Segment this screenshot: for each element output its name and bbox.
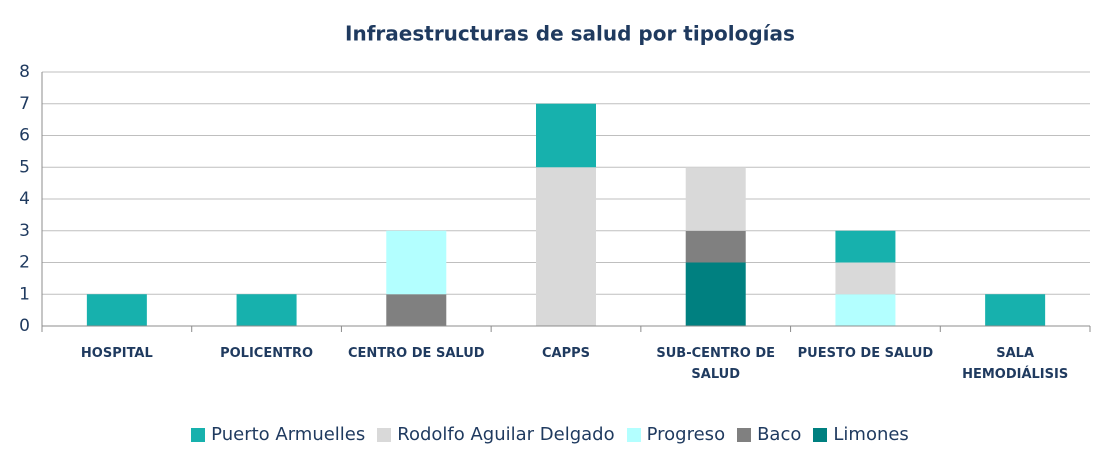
legend-swatch — [377, 427, 392, 442]
legend-item: Progreso — [626, 424, 726, 445]
legend-label: Limones — [833, 424, 909, 445]
bar-segment — [86, 294, 147, 326]
y-tick-label: 7 — [19, 94, 30, 114]
legend-label: Baco — [757, 424, 802, 445]
legend-item: Baco — [737, 424, 801, 445]
x-tick-label: CENTRO DE SALUD — [348, 346, 485, 361]
bar-segment — [386, 294, 447, 326]
legend-swatch — [813, 427, 828, 442]
legend-item: Limones — [813, 424, 909, 445]
y-tick-label: 6 — [19, 126, 30, 146]
x-tick-label: HOSPITAL — [80, 346, 153, 361]
y-tick-label: 3 — [19, 221, 30, 241]
bar-segment — [835, 262, 896, 295]
x-tick-label: SALA HEMODIÁLISIS — [962, 346, 1069, 382]
y-tick-label: 2 — [19, 253, 30, 273]
bar-segment — [386, 230, 447, 295]
x-tick-label: PUESTO DE SALUD — [797, 346, 934, 361]
y-tick-label: 0 — [19, 316, 30, 336]
y-tick-label: 4 — [19, 189, 30, 209]
legend-swatch — [191, 427, 206, 442]
bar-segment — [685, 262, 746, 326]
y-tick-label: 5 — [19, 157, 30, 177]
bar-segment — [685, 167, 746, 231]
y-tick-label: 1 — [19, 284, 30, 304]
bar-segment — [835, 294, 896, 326]
legend-label: Rodolfo Aguilar Delgado — [397, 424, 615, 445]
legend-swatch — [626, 427, 641, 442]
x-tick-label: POLICENTRO — [220, 346, 314, 361]
x-tick-label: CAPPS — [541, 346, 591, 361]
bar-segment — [835, 230, 896, 263]
bar-segment — [536, 167, 596, 326]
legend-label: Puerto Armuelles — [211, 424, 366, 445]
chart-title: Infraestructuras de salud por tipologías — [345, 22, 795, 46]
legend: Puerto Armuelles Rodolfo Aguilar Delgado P… — [0, 424, 1100, 445]
legend-item: Rodolfo Aguilar Delgado — [377, 424, 615, 445]
legend-swatch — [737, 427, 752, 442]
bar-segment — [985, 294, 1046, 326]
x-tick-label: SUB-CENTRO DE SALUD — [656, 346, 776, 382]
legend-item: Puerto Armuelles — [191, 424, 365, 445]
y-tick-label: 8 — [19, 62, 30, 82]
legend-label: Progreso — [646, 424, 726, 445]
bar-segment — [685, 230, 746, 263]
bar-segment — [236, 294, 297, 326]
bar-segment — [536, 103, 596, 168]
